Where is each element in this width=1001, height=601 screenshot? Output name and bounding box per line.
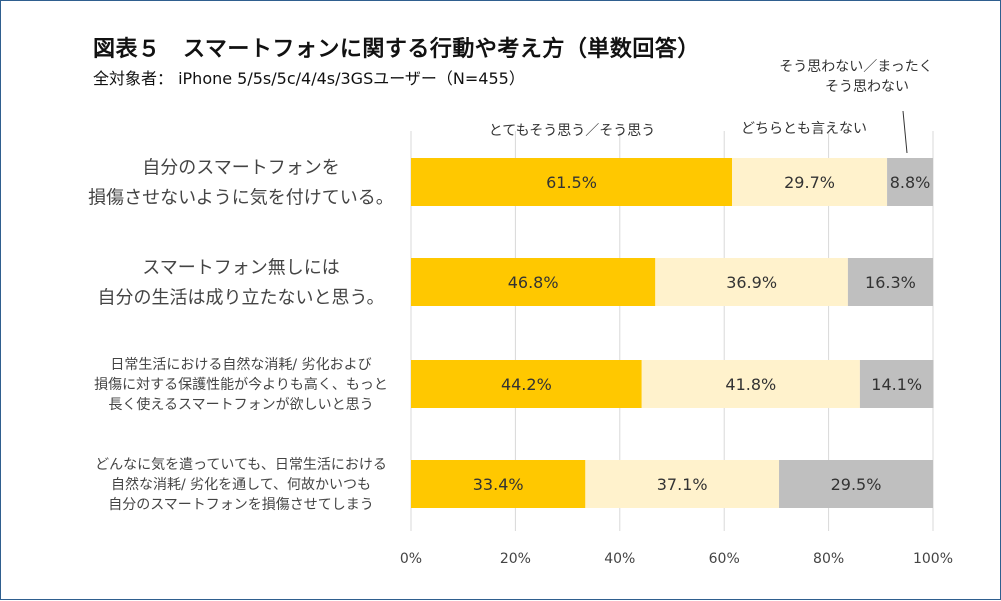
category-label-3-1: 自然な消耗/ 劣化を通して、何故かいつも bbox=[111, 476, 371, 493]
chart-title: 図表５ スマートフォンに関する行動や考え方（単数回答） bbox=[93, 37, 700, 62]
category-label-3-0: どんなに気を遣っていても、日常生活における bbox=[95, 457, 387, 473]
chart-subtitle: 全対象者： iPhone 5/5s/5c/4/4s/3GSユーザー（N=455） bbox=[93, 69, 525, 88]
data-label-3-0: 33.4% bbox=[473, 475, 524, 494]
data-label-1-2: 16.3% bbox=[865, 273, 916, 292]
category-label-2-0: 日常生活における自然な消耗/ 劣化および bbox=[110, 356, 371, 373]
legend-label-2-line2: そう思わない bbox=[825, 79, 909, 95]
category-label-2-1: 損傷に対する保護性能が今よりも高く、もっと bbox=[94, 376, 388, 393]
bar-0-1 bbox=[732, 158, 888, 206]
bar-2-0 bbox=[411, 360, 642, 408]
legend-leader-line-2 bbox=[902, 110, 908, 154]
data-label-2-1: 41.8% bbox=[725, 375, 776, 394]
category-label-2-2: 長く使えるスマートフォンが欲しいと思う bbox=[108, 396, 373, 413]
category-label-1-1: 自分の生活は成り立たないと思う。 bbox=[98, 287, 385, 308]
bar-0-2 bbox=[887, 158, 933, 206]
bar-0-0 bbox=[411, 158, 733, 206]
bar-1-0 bbox=[411, 258, 656, 306]
data-label-0-1: 29.7% bbox=[784, 173, 835, 192]
data-label-3-1: 37.1% bbox=[657, 475, 708, 494]
bar-1-2 bbox=[847, 258, 933, 306]
bar-3-2 bbox=[779, 460, 933, 508]
x-tick-label-3: 60% bbox=[709, 551, 740, 567]
bar-1-1 bbox=[655, 258, 848, 306]
data-label-1-1: 36.9% bbox=[726, 273, 777, 292]
bar-3-1 bbox=[585, 460, 780, 508]
category-label-1-0: スマートフォン無しには bbox=[142, 257, 339, 278]
data-label-0-2: 8.8% bbox=[890, 173, 931, 192]
x-tick-label-0: 0% bbox=[400, 551, 422, 567]
bar-2-1 bbox=[641, 360, 860, 408]
category-label-0-0: 自分のスマートフォンを bbox=[142, 157, 339, 178]
data-label-2-0: 44.2% bbox=[501, 375, 552, 394]
x-tick-label-5: 100% bbox=[913, 551, 953, 567]
data-label-3-2: 29.5% bbox=[831, 475, 882, 494]
bar-2-2 bbox=[859, 360, 934, 408]
legend-label-2-line1: そう思わない／まったく bbox=[779, 59, 932, 75]
data-label-0-0: 61.5% bbox=[546, 173, 597, 192]
legend-label-0: とてもそう思う／そう思う bbox=[489, 123, 656, 139]
x-tick-label-4: 80% bbox=[813, 551, 844, 567]
legend-label-1: どちらとも言えない bbox=[741, 121, 867, 137]
data-label-2-2: 14.1% bbox=[871, 375, 922, 394]
bar-3-0 bbox=[411, 460, 586, 508]
category-label-3-2: 自分のスマートフォンを損傷させてしまう bbox=[108, 497, 374, 513]
x-tick-label-1: 20% bbox=[500, 551, 531, 567]
data-label-1-0: 46.8% bbox=[508, 273, 559, 292]
x-tick-label-2: 40% bbox=[604, 551, 635, 567]
category-label-0-1: 損傷させないように気を付けている。 bbox=[88, 187, 394, 208]
